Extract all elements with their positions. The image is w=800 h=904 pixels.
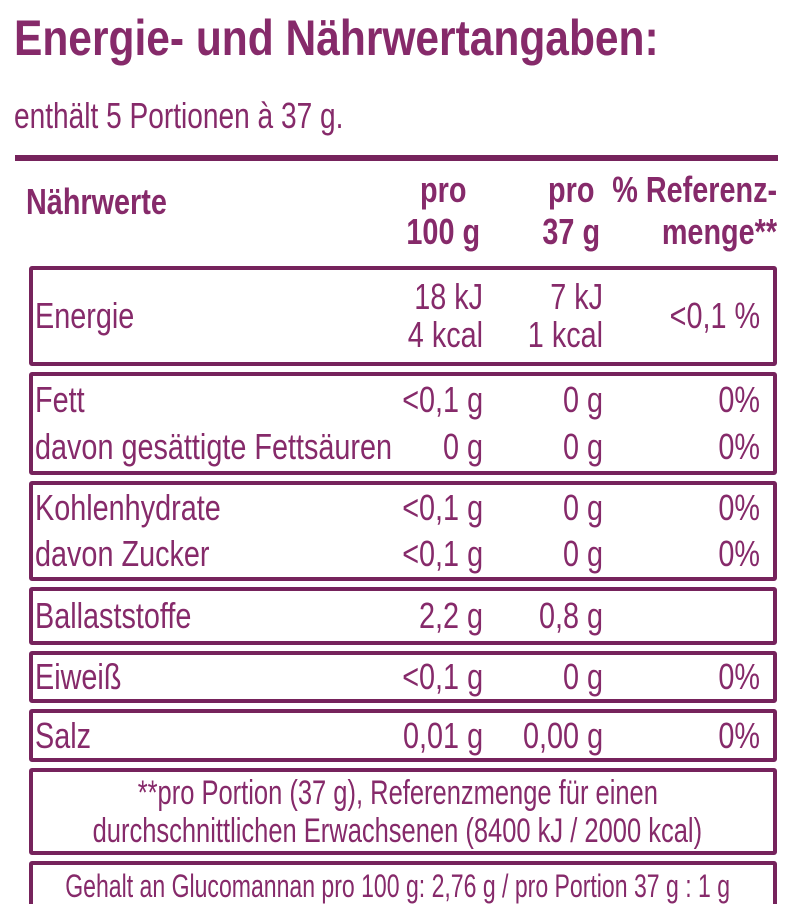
header-per100-cell: pro 100 g [360, 169, 480, 253]
row-zucker: davon Zucker <0,1 g 0 g 0% [35, 531, 760, 577]
header-per100-label: pro 100 g [406, 169, 480, 252]
ballaststoffe-per37-value: 0,8 g [538, 595, 603, 636]
energie-per37-value: 7 kJ 1 kcal [527, 276, 603, 355]
page-title-row: Energie- und Nährwertangaben: [14, 12, 800, 77]
row-salz: Salz 0,01 g 0,00 g 0% [29, 709, 777, 762]
page-title: Energie- und Nährwertangaben: [14, 10, 659, 66]
zucker-per37-value: 0 g [562, 533, 603, 574]
header-nutrients-label: Nährwerte [26, 181, 167, 222]
eiweiss-per100-value: <0,1 g [402, 656, 483, 697]
header-reference-cell: % Referenz-menge** [600, 169, 777, 253]
energie-per100-value: 18 kJ 4 kcal [407, 276, 483, 355]
row-group-kohlenhydrate: Kohlenhydrate <0,1 g 0 g 0% davon Zucker… [29, 481, 777, 581]
header-nutrients-cell: Nährwerte [26, 169, 360, 253]
row-group-fett: Fett <0,1 g 0 g 0% davon gesättigte Fett… [29, 372, 777, 475]
ballaststoffe-per100-value: 2,2 g [418, 595, 483, 636]
salz-per100-value: 0,01 g [402, 714, 483, 756]
energie-ref-cell: <0,1 % [603, 295, 760, 337]
eiweiss-ref-value: 0% [718, 656, 760, 697]
energie-per37-cell: 7 kJ 1 kcal [483, 278, 603, 354]
kohlenhydrate-ref-value: 0% [718, 487, 760, 528]
fett-ref-value: 0% [718, 378, 760, 420]
ballaststoffe-label: Ballaststoffe [35, 595, 192, 636]
salz-label: Salz [35, 714, 92, 756]
fett-per37-value: 0 g [562, 378, 603, 420]
glucomannan-note: Gehalt an Glucomannan pro 100 g: 2,76 g … [65, 868, 730, 904]
fett-gesaettigt-per37-value: 0 g [562, 426, 603, 468]
row-fett: Fett <0,1 g 0 g 0% [35, 376, 760, 424]
energie-label-cell: Energie [35, 295, 363, 337]
header-per37-cell: pro 37 g [480, 169, 600, 253]
row-energie: Energie 18 kJ 4 kcal 7 kJ 1 kcal <0,1 % [29, 266, 777, 366]
glucomannan-note-box: Gehalt an Glucomannan pro 100 g: 2,76 g … [29, 861, 777, 904]
reference-footnote: **pro Portion (37 g), Referenzmenge für … [29, 768, 777, 855]
portions-subtitle: enthält 5 Portionen à 37 g. [14, 95, 344, 136]
fett-gesaettigt-per100-value: 0 g [442, 426, 483, 468]
row-eiweiss: Eiweiß <0,1 g 0 g 0% [29, 651, 777, 703]
table-header: Nährwerte pro 100 g pro 37 g % Referenz-me… [26, 169, 777, 253]
kohlenhydrate-per37-value: 0 g [562, 487, 603, 528]
kohlenhydrate-label: Kohlenhydrate [35, 487, 221, 528]
fett-per100-value: <0,1 g [402, 378, 483, 420]
footnote-line-2: durchschnittlichen Erwachsenen (8400 kJ … [92, 811, 703, 850]
header-per37-label: pro 37 g [542, 169, 600, 252]
fett-label: Fett [35, 378, 85, 420]
divider-rule [15, 155, 778, 161]
zucker-ref-value: 0% [718, 533, 760, 574]
row-ballaststoffe: Ballaststoffe 2,2 g 0,8 g [29, 587, 777, 645]
energie-label: Energie [35, 295, 135, 336]
fett-gesaettigt-ref-value: 0% [718, 426, 760, 468]
salz-per37-value: 0,00 g [522, 714, 603, 756]
zucker-label: davon Zucker [35, 533, 210, 574]
eiweiss-label: Eiweiß [35, 656, 122, 697]
energie-per100-cell: 18 kJ 4 kcal [363, 278, 483, 354]
energie-ref-value: <0,1 % [669, 295, 760, 336]
footnote-line-1: **pro Portion (37 g), Referenzmenge für … [137, 773, 658, 812]
eiweiss-per37-value: 0 g [562, 656, 603, 697]
row-kohlenhydrate: Kohlenhydrate <0,1 g 0 g 0% [35, 485, 760, 531]
fett-gesaettigt-label: davon gesättigte Fettsäuren [35, 426, 393, 468]
portions-subtitle-row: enthält 5 Portionen à 37 g. [14, 95, 800, 145]
zucker-per100-value: <0,1 g [402, 533, 483, 574]
row-fett-gesaettigt: davon gesättigte Fettsäuren 0 g 0 g 0% [35, 424, 760, 472]
salz-ref-value: 0% [718, 714, 760, 756]
kohlenhydrate-per100-value: <0,1 g [402, 487, 483, 528]
header-reference-label: % Referenz-menge** [612, 169, 777, 252]
